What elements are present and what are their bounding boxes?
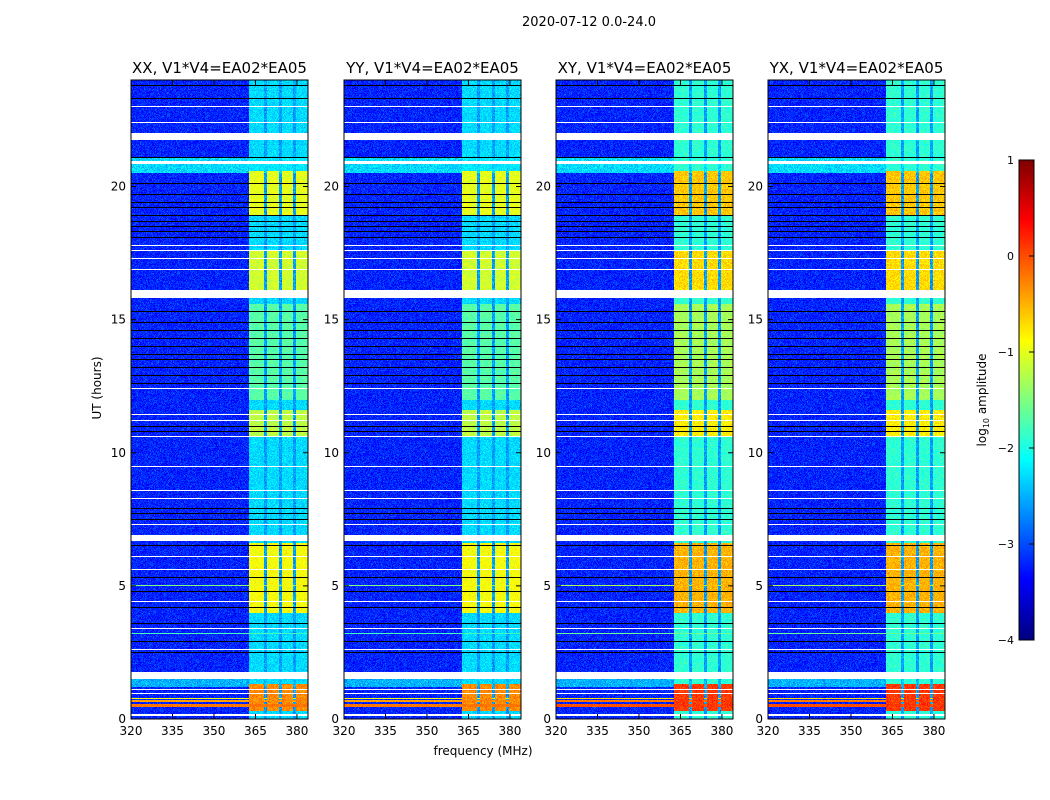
colorbar-frame <box>1018 159 1035 641</box>
y-tick-label: 5 <box>543 579 551 593</box>
y-tick-label: 5 <box>118 579 126 593</box>
x-tick-label: 380 <box>498 724 521 738</box>
colorbar-tick-label: −3 <box>998 538 1014 551</box>
x-tick-label: 350 <box>628 724 651 738</box>
x-tick-label: 350 <box>203 724 226 738</box>
y-tick-label: 0 <box>118 712 126 726</box>
panel-xx: XX, V1*V4=EA02*EA05 320 335 350 365 380 0 5 10 15… <box>111 59 309 738</box>
y-tick-label: 20 <box>536 180 551 194</box>
x-tick-label: 365 <box>244 724 267 738</box>
x-tick-label: 335 <box>161 724 184 738</box>
y-tick-label: 20 <box>324 180 339 194</box>
y-tick-label: 15 <box>324 313 339 327</box>
x-tick-label: 335 <box>798 724 821 738</box>
y-tick-label: 15 <box>111 313 126 327</box>
y-tick-label: 10 <box>536 446 551 460</box>
y-tick-label: 0 <box>331 712 339 726</box>
x-axis-label: frequency (MHz) <box>433 744 532 758</box>
x-tick-label: 380 <box>922 724 945 738</box>
x-tick-label: 320 <box>120 724 143 738</box>
colorbar-tick-label: −1 <box>998 346 1014 359</box>
colorbar-label: log10 amplitude <box>975 354 991 447</box>
colorbar-tick-label: −4 <box>998 634 1014 647</box>
y-tick-label: 5 <box>331 579 339 593</box>
colorbar-tick-label: 0 <box>1007 250 1014 263</box>
x-tick-label: 335 <box>374 724 397 738</box>
x-tick-label: 350 <box>840 724 863 738</box>
y-tick-label: 20 <box>111 180 126 194</box>
y-tick-label: 0 <box>543 712 551 726</box>
colorbar-tick-label: 1 <box>1007 154 1014 167</box>
x-tick-label: 365 <box>881 724 904 738</box>
heatmap-yx <box>768 80 945 719</box>
panel-xy: XY, V1*V4=EA02*EA05 320 335 350 365 380 0 5 10 15… <box>536 59 734 738</box>
panel-yx: YX, V1*V4=EA02*EA05 320 335 350 365 380 0 5 10 15… <box>748 59 946 738</box>
x-tick-label: 365 <box>457 724 480 738</box>
y-tick-label: 0 <box>755 712 763 726</box>
panel-title: YY, V1*V4=EA02*EA05 <box>345 59 519 77</box>
panel-title: YX, V1*V4=EA02*EA05 <box>769 59 944 77</box>
x-tick-label: 380 <box>285 724 308 738</box>
colorbar-tick-label: −2 <box>998 442 1014 455</box>
heatmap-xy <box>556 80 733 719</box>
x-tick-label: 365 <box>669 724 692 738</box>
y-tick-label: 15 <box>536 313 551 327</box>
panel-title: XX, V1*V4=EA02*EA05 <box>132 59 307 77</box>
x-tick-label: 380 <box>710 724 733 738</box>
y-tick-label: 10 <box>748 446 763 460</box>
panel-frame <box>343 79 522 720</box>
y-tick-label: 10 <box>324 446 339 460</box>
panel-frame <box>555 79 734 720</box>
colorbar <box>1019 160 1034 640</box>
y-tick-label: 15 <box>748 313 763 327</box>
y-tick-label: 20 <box>748 180 763 194</box>
y-tick-label: 10 <box>111 446 126 460</box>
y-tick-label: 5 <box>755 579 763 593</box>
x-tick-label: 320 <box>333 724 356 738</box>
x-tick-label: 350 <box>416 724 439 738</box>
panel-frame <box>767 79 946 720</box>
suptitle: 2020-07-12 0.0-24.0 <box>522 15 656 30</box>
y-axis-label: UT (hours) <box>90 356 104 419</box>
x-tick-label: 320 <box>757 724 780 738</box>
x-tick-label: 320 <box>545 724 568 738</box>
panel-frame <box>130 79 309 720</box>
heatmap-yy <box>344 80 521 719</box>
x-tick-label: 335 <box>586 724 609 738</box>
panel-title: XY, V1*V4=EA02*EA05 <box>558 59 732 77</box>
heatmap-xx <box>131 80 308 719</box>
panel-yy: YY, V1*V4=EA02*EA05 320 335 350 365 380 0 5 10 15… <box>324 59 522 738</box>
